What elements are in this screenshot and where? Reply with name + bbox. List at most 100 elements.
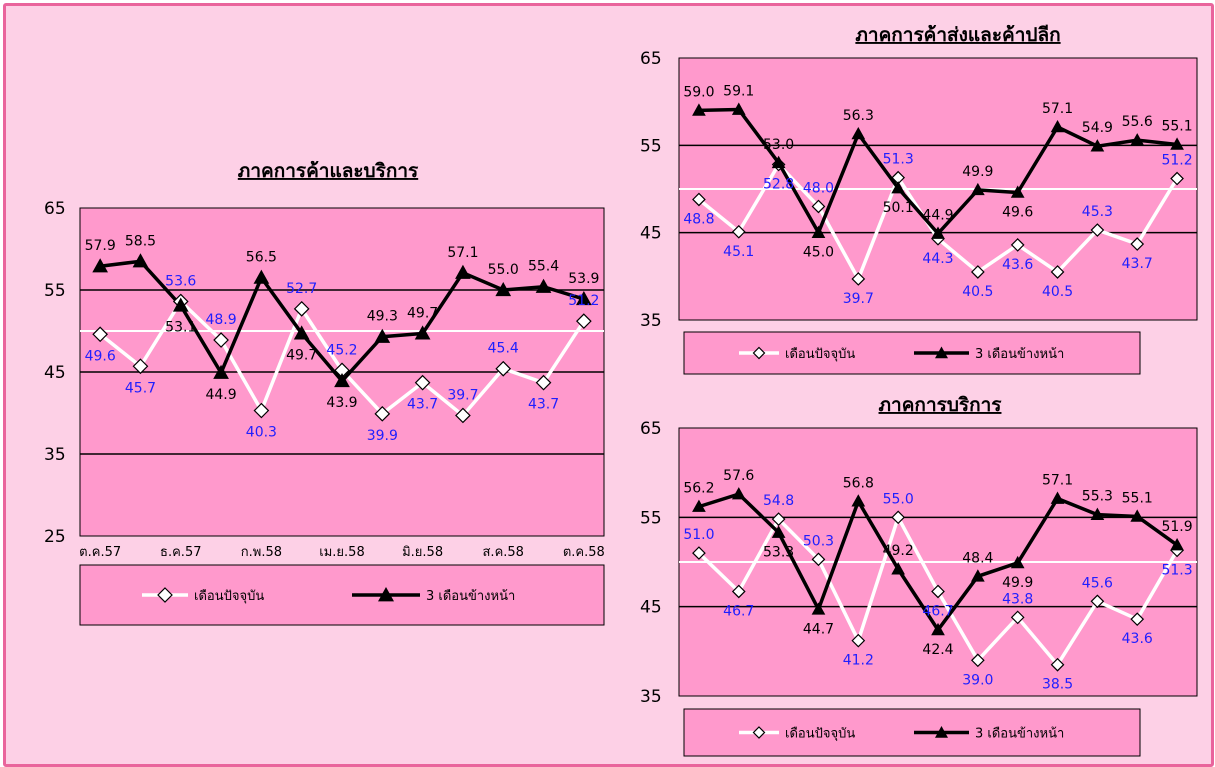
ahead-point	[931, 622, 945, 636]
current-point	[495, 360, 512, 377]
current-point	[811, 552, 826, 567]
ahead-point	[535, 278, 552, 293]
ahead-data-label: 42.4	[922, 642, 953, 658]
ahead-data-label: 43.9	[326, 395, 357, 411]
ahead-point	[92, 258, 109, 273]
current-data-label: 44.3	[922, 251, 953, 267]
ahead-data-label: 44.7	[803, 621, 834, 637]
current-data-label: 38.5	[1042, 677, 1073, 693]
y-tick-label: 55	[640, 136, 662, 156]
ahead-point	[253, 269, 270, 284]
ahead-point	[891, 562, 906, 575]
ahead-data-label: 53.3	[763, 545, 794, 561]
ahead-point	[692, 499, 706, 512]
current-data-label: 51.0	[683, 527, 714, 543]
ahead-data-label: 56.8	[843, 475, 874, 491]
legend-diamond-icon	[157, 587, 173, 603]
ahead-point	[575, 290, 592, 306]
ahead-point	[334, 372, 350, 388]
current-data-label: 51.2	[568, 293, 599, 309]
current-point	[931, 584, 945, 599]
current-data-label: 54.8	[763, 493, 794, 509]
current-point	[1130, 237, 1145, 251]
current-data-label: 55.0	[883, 491, 914, 507]
current-data-label: 40.3	[246, 425, 277, 441]
current-data-label: 52.8	[763, 177, 794, 193]
current-data-label: 40.5	[962, 284, 993, 300]
current-point	[132, 358, 149, 375]
ahead-data-label: 57.1	[1042, 101, 1073, 117]
y-tick-label: 65	[640, 49, 662, 69]
ahead-point	[970, 569, 985, 582]
chart-title: ภาคการค้าและบริการ	[238, 160, 419, 182]
current-data-label: 43.6	[1122, 631, 1153, 647]
ahead-data-label: 56.3	[843, 108, 874, 124]
ahead-point	[1010, 555, 1025, 569]
ahead-point	[1090, 139, 1105, 152]
current-data-label: 45.1	[723, 244, 754, 260]
ahead-data-label: 55.1	[1161, 118, 1192, 134]
legend-ahead-label: 3 เดือนข้างหน้า	[975, 346, 1064, 362]
current-point	[1170, 171, 1184, 186]
ahead-point	[213, 364, 229, 379]
current-point	[535, 374, 552, 391]
ahead-point	[1050, 119, 1065, 133]
current-data-label: 43.7	[407, 397, 438, 413]
ahead-point	[132, 253, 149, 268]
ahead-data-label: 49.7	[286, 347, 317, 363]
current-point	[1010, 610, 1025, 625]
current-point	[1010, 238, 1025, 252]
legend-ahead-label: 3 เดือนข้างหน้า	[975, 726, 1064, 742]
ahead-data-label: 49.3	[367, 309, 398, 325]
ahead-data-label: 49.2	[883, 543, 914, 559]
current-point	[414, 374, 431, 391]
ahead-data-label: 55.0	[488, 262, 519, 278]
ahead-point	[455, 264, 471, 279]
y-tick-label: 35	[640, 311, 662, 331]
ahead-data-label: 45.0	[803, 245, 834, 261]
ahead-data-label: 58.5	[125, 233, 156, 249]
ahead-data-label: 48.4	[962, 550, 993, 566]
ahead-data-label: 53.1	[165, 320, 196, 336]
ahead-point	[1050, 491, 1065, 504]
y-tick-label: 35	[640, 687, 662, 707]
current-data-label: 45.4	[488, 341, 519, 357]
current-data-label: 39.9	[367, 428, 398, 444]
ahead-point	[1090, 507, 1105, 520]
x-tick-label: ส.ค.58	[483, 545, 524, 560]
current-data-label: 45.3	[1082, 204, 1113, 220]
ahead-point	[172, 297, 189, 312]
y-tick-label: 45	[640, 598, 662, 618]
ahead-point	[1170, 137, 1184, 150]
ahead-point	[692, 103, 706, 116]
ahead-data-label: 53.0	[763, 137, 794, 153]
legend-triangle-icon	[935, 726, 948, 738]
ahead-data-label: 51.9	[1161, 519, 1192, 535]
legend: เดือนปัจจุบัน 3 เดือนข้างหน้า	[683, 708, 1141, 757]
chart-title: ภาคการบริการ	[879, 394, 1003, 416]
current-data-label: 45.6	[1082, 575, 1113, 591]
current-point	[731, 224, 746, 239]
current-point	[970, 265, 985, 279]
ahead-point	[1130, 133, 1145, 146]
current-point	[374, 405, 391, 422]
ahead-point	[1170, 537, 1184, 551]
x-tick-label: มิ.ย.58	[402, 545, 443, 560]
ahead-point	[891, 181, 906, 194]
current-data-label: 41.2	[843, 653, 874, 669]
current-point	[1050, 265, 1065, 279]
current-data-label: 39.7	[447, 387, 478, 403]
current-point	[293, 301, 310, 317]
current-data-label: 46.7	[723, 603, 754, 619]
ahead-point	[931, 226, 945, 239]
current-data-label: 43.6	[1002, 257, 1033, 273]
ahead-data-label: 44.9	[922, 208, 953, 224]
y-tick-label: 55	[44, 281, 66, 301]
chart-3: ภาคการบริการ 65 55 45 35 51.0 46.7 54.8 50.3 41.2…	[640, 394, 1198, 757]
current-point	[92, 326, 109, 343]
ahead-data-label: 56.2	[683, 481, 714, 497]
current-point	[771, 512, 786, 526]
ahead-data-label: 44.9	[205, 387, 236, 403]
y-tick-label: 35	[44, 445, 66, 465]
